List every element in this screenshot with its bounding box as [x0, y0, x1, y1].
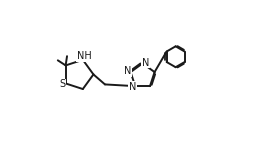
- Text: N: N: [124, 66, 132, 76]
- Text: S: S: [59, 79, 65, 89]
- Text: N: N: [142, 58, 149, 68]
- Text: NH: NH: [77, 51, 92, 61]
- Text: N: N: [129, 82, 136, 92]
